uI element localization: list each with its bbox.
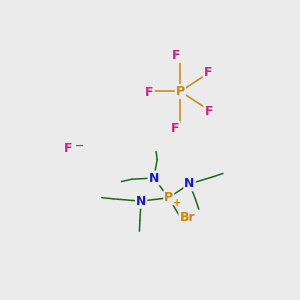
Text: F: F [204, 67, 212, 80]
Text: F: F [171, 122, 179, 135]
Text: N: N [184, 177, 195, 190]
Text: P: P [164, 191, 173, 204]
Text: F: F [145, 85, 153, 99]
Text: F: F [205, 105, 213, 118]
Text: F: F [64, 142, 73, 154]
Text: N: N [148, 172, 159, 184]
Text: −: − [75, 141, 84, 151]
Text: Br: Br [179, 211, 195, 224]
Text: +: + [173, 198, 181, 208]
Text: N: N [136, 195, 146, 208]
Text: F: F [171, 49, 180, 62]
Text: P: P [176, 85, 185, 98]
